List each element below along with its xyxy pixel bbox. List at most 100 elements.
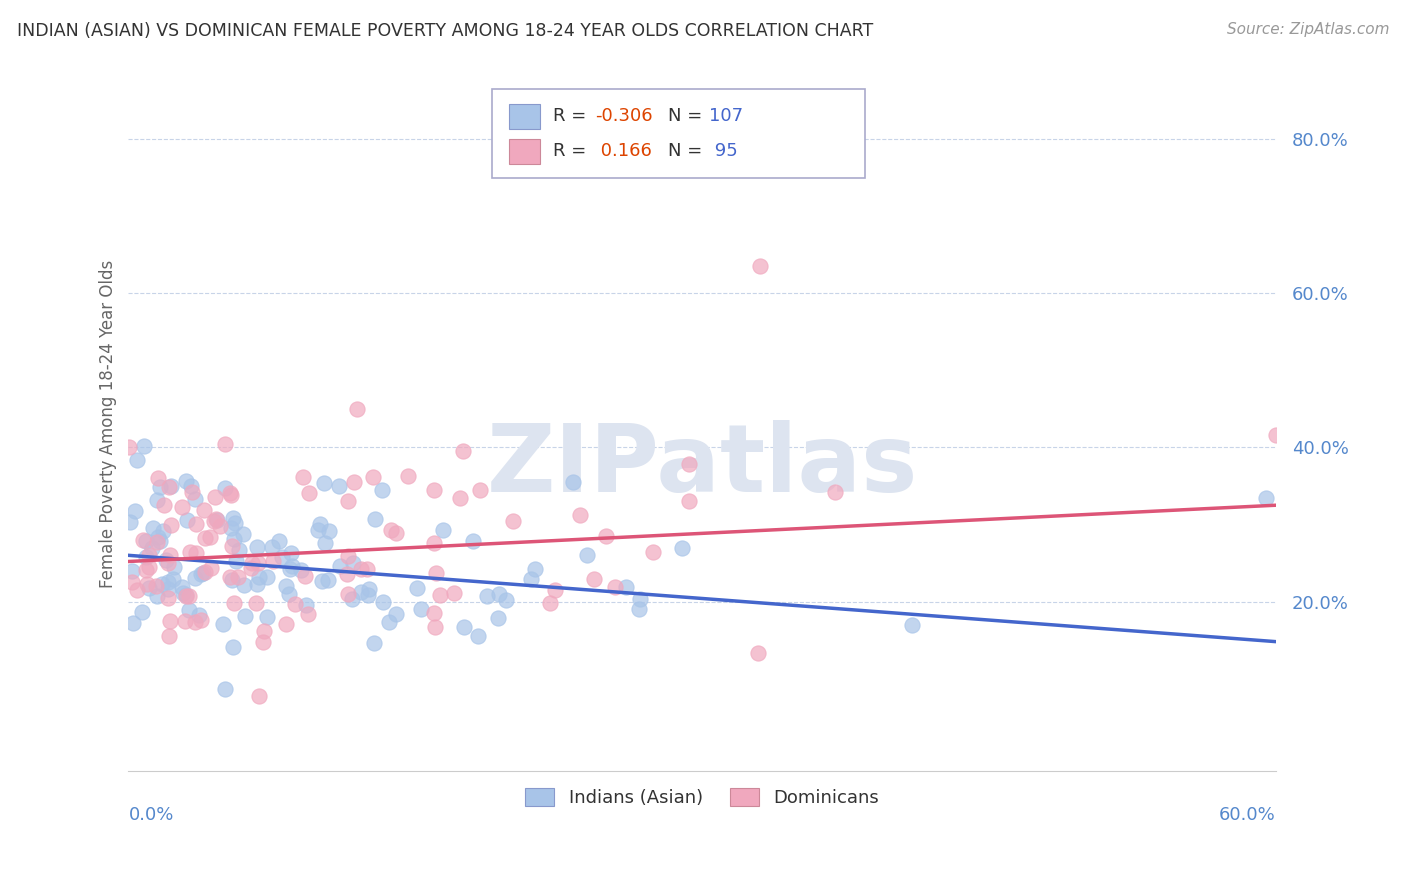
Point bbox=[463, 533, 485, 548]
Point bbox=[276, 616, 298, 631]
Point bbox=[221, 539, 243, 553]
Text: 0.0%: 0.0% bbox=[128, 805, 174, 824]
Text: ZIPatlas: ZIPatlas bbox=[486, 420, 918, 512]
Point bbox=[363, 635, 385, 649]
Point bbox=[361, 469, 384, 483]
Point bbox=[336, 567, 359, 582]
Point bbox=[132, 439, 155, 453]
Point bbox=[160, 478, 183, 492]
Point bbox=[747, 646, 769, 660]
Point bbox=[138, 581, 160, 595]
Point bbox=[121, 564, 143, 578]
Point bbox=[224, 596, 246, 610]
Point bbox=[385, 607, 408, 621]
Point bbox=[172, 500, 194, 514]
Point bbox=[194, 532, 217, 546]
Point bbox=[150, 577, 173, 591]
Point bbox=[423, 620, 446, 634]
Point bbox=[174, 589, 197, 603]
Point bbox=[124, 504, 146, 518]
Point bbox=[121, 615, 143, 630]
Point bbox=[628, 602, 651, 616]
Point bbox=[157, 591, 180, 606]
Point bbox=[204, 490, 226, 504]
Point bbox=[429, 588, 451, 602]
Point bbox=[425, 566, 447, 580]
Point bbox=[209, 519, 232, 533]
Point bbox=[156, 582, 179, 597]
Point bbox=[221, 573, 243, 587]
Point bbox=[228, 543, 250, 558]
Point bbox=[148, 531, 170, 545]
Point bbox=[135, 534, 157, 549]
Point bbox=[262, 553, 284, 567]
Point bbox=[141, 541, 163, 555]
Point bbox=[247, 570, 270, 584]
Point bbox=[311, 574, 333, 589]
Point bbox=[295, 598, 318, 612]
Point bbox=[146, 589, 169, 603]
Point bbox=[328, 479, 350, 493]
Point bbox=[157, 629, 180, 643]
Point bbox=[824, 485, 846, 500]
Point bbox=[214, 681, 236, 696]
Y-axis label: Female Poverty Among 18-24 Year Olds: Female Poverty Among 18-24 Year Olds bbox=[100, 260, 117, 589]
Point bbox=[316, 573, 339, 587]
Point bbox=[423, 483, 446, 497]
Point bbox=[222, 510, 245, 524]
Text: 0.166: 0.166 bbox=[595, 143, 651, 161]
Point bbox=[614, 580, 637, 594]
Point bbox=[190, 567, 212, 582]
Point bbox=[181, 485, 204, 500]
Point bbox=[449, 491, 471, 506]
Point bbox=[406, 581, 429, 595]
Point bbox=[253, 624, 276, 638]
Point bbox=[135, 550, 157, 565]
Point bbox=[219, 485, 242, 500]
Point bbox=[125, 583, 148, 598]
Point bbox=[131, 605, 153, 619]
Point bbox=[135, 563, 157, 577]
Point bbox=[153, 498, 176, 512]
Point bbox=[198, 530, 221, 544]
Point bbox=[232, 527, 254, 541]
Point bbox=[350, 562, 373, 576]
Point bbox=[121, 574, 143, 589]
Point bbox=[155, 553, 177, 567]
Point bbox=[159, 549, 181, 563]
Point bbox=[520, 572, 543, 586]
Point bbox=[214, 481, 236, 495]
Point bbox=[271, 550, 294, 565]
Point bbox=[336, 494, 359, 508]
Text: INDIAN (ASIAN) VS DOMINICAN FEMALE POVERTY AMONG 18-24 YEAR OLDS CORRELATION CHA: INDIAN (ASIAN) VS DOMINICAN FEMALE POVER… bbox=[17, 22, 873, 40]
Point bbox=[312, 476, 335, 491]
Point bbox=[157, 480, 180, 494]
Point bbox=[173, 614, 195, 628]
Point bbox=[202, 514, 225, 528]
Point bbox=[336, 587, 359, 601]
Point bbox=[544, 582, 567, 597]
Point bbox=[246, 577, 269, 591]
Point bbox=[204, 512, 226, 526]
Point bbox=[176, 513, 198, 527]
Point bbox=[142, 521, 165, 535]
Point bbox=[149, 534, 172, 549]
Point bbox=[118, 440, 141, 454]
Point bbox=[900, 617, 922, 632]
Point bbox=[396, 469, 419, 483]
Point bbox=[222, 640, 245, 654]
Point bbox=[186, 516, 208, 531]
Point bbox=[502, 514, 524, 528]
Point bbox=[191, 566, 214, 580]
Point bbox=[247, 689, 270, 703]
Text: 95: 95 bbox=[709, 143, 737, 161]
Point bbox=[538, 596, 561, 610]
Point bbox=[432, 523, 454, 537]
Point bbox=[148, 480, 170, 494]
Point bbox=[157, 556, 180, 570]
Point bbox=[371, 594, 394, 608]
Point bbox=[247, 556, 270, 570]
Point bbox=[423, 606, 446, 620]
Point bbox=[256, 610, 278, 624]
Point bbox=[184, 546, 207, 560]
